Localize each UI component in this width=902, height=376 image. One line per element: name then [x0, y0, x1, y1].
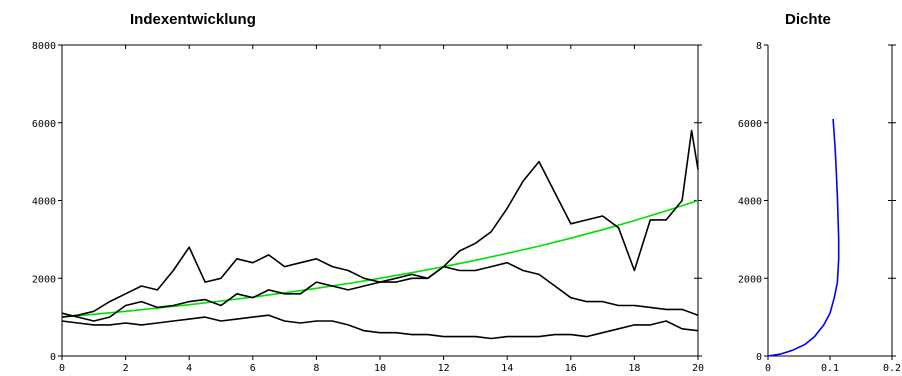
- density-chart-title: Dichte: [785, 11, 831, 28]
- x-tick-label: 12: [438, 363, 450, 374]
- y-tick-label: 4000: [738, 197, 762, 208]
- x-tick-label: 0.2: [883, 363, 901, 374]
- x-tick-label: 10: [374, 363, 386, 374]
- y-tick-label: 2000: [738, 274, 762, 285]
- main-chart-title: Indexentwicklung: [130, 11, 256, 28]
- y-tick-label: 6000: [738, 119, 762, 130]
- main-plot-area: 0 2 4 6 8 10 12 14 16 18 20 0 2000 4000 6000 8000: [32, 41, 704, 374]
- x-tick-label: 2: [123, 363, 129, 374]
- series-line-0-0: [61, 199, 699, 318]
- y-tick-label: 6000: [32, 119, 56, 130]
- x-tick-label: 14: [501, 363, 513, 374]
- y-tick-label: 0: [50, 352, 56, 363]
- x-tick-label: 0.1: [821, 363, 839, 374]
- x-tick-label: 0: [59, 363, 65, 374]
- x-tick-label: 20: [692, 363, 704, 374]
- y-tick-label: 8: [756, 41, 762, 52]
- x-tick-label: 6: [250, 363, 256, 374]
- y-tick-label: 8000: [32, 41, 56, 52]
- series-line-0-3: [61, 314, 699, 340]
- density-plot-area: 0 0.1 0.2 0 2000 4000 6000 8: [738, 41, 901, 374]
- y-tick-label: 2000: [32, 274, 56, 285]
- x-tick-label: 8: [313, 363, 319, 374]
- series-line-1-0: [767, 118, 840, 357]
- series-line-0-2: [61, 246, 699, 318]
- x-tick-label: 4: [186, 363, 192, 374]
- x-tick-label: 16: [565, 363, 577, 374]
- x-tick-label: 18: [628, 363, 640, 374]
- series-line-0-1: [61, 129, 699, 322]
- x-tick-label: 0: [765, 363, 771, 374]
- y-tick-label: 0: [756, 352, 762, 363]
- y-tick-label: 4000: [32, 197, 56, 208]
